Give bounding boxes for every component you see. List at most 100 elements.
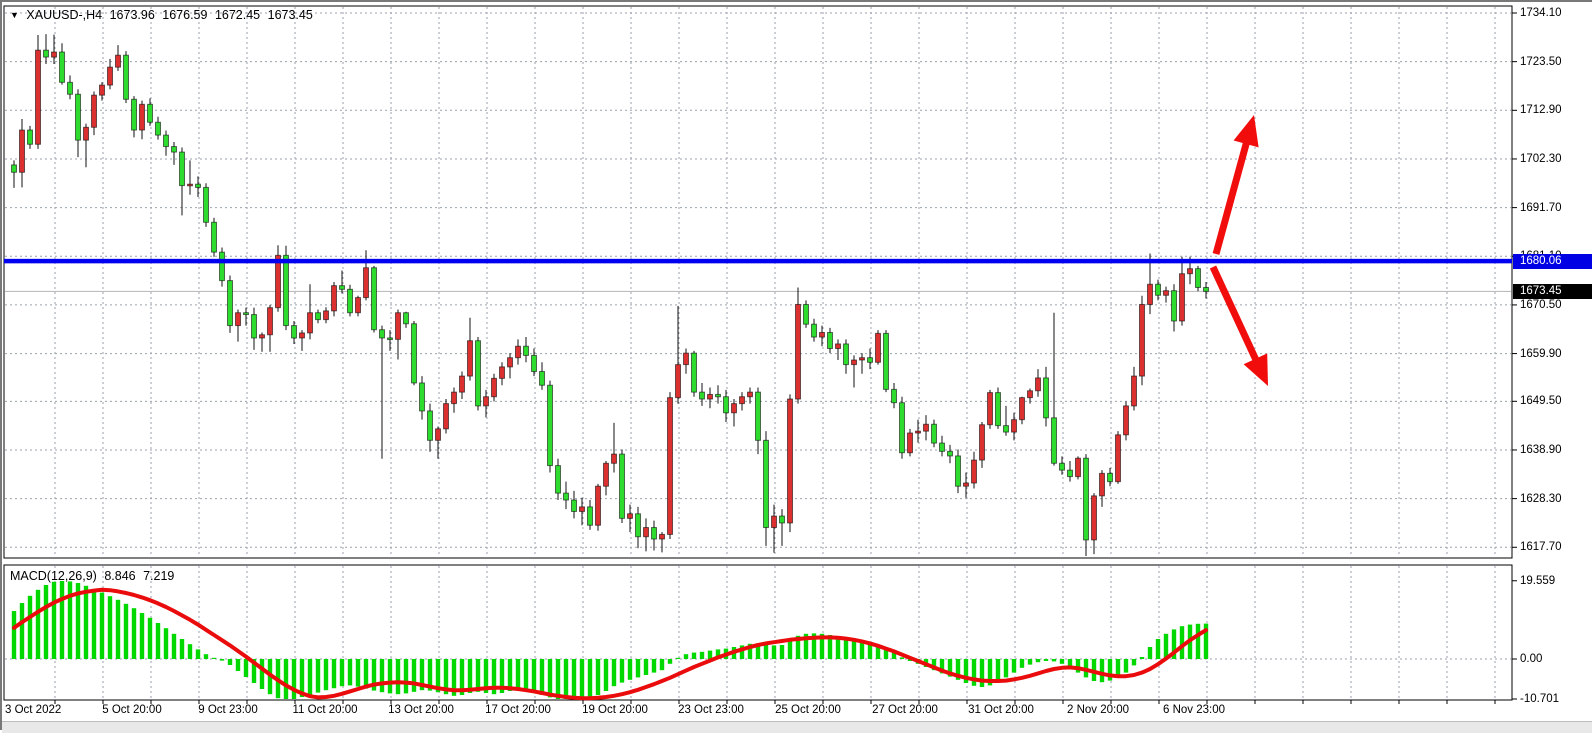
candle-up	[499, 366, 505, 379]
window-bottom-edge	[2, 721, 1592, 733]
candle-up	[1019, 397, 1025, 421]
candle-up	[363, 267, 369, 299]
macd-bar	[299, 659, 305, 697]
macd-bar	[675, 657, 681, 659]
candle-up	[683, 352, 689, 366]
candle-up	[139, 103, 145, 131]
macd-bar	[1075, 659, 1081, 673]
candle-up	[875, 332, 881, 363]
candle-down	[475, 340, 481, 407]
macd-axis-label: 19.559	[1520, 574, 1556, 587]
macd-bar	[755, 643, 761, 659]
candle-up	[1147, 283, 1153, 305]
candle-down	[75, 93, 81, 141]
candle-up	[299, 332, 305, 339]
candle-down	[27, 129, 33, 145]
macd-bar	[843, 638, 849, 659]
macd-bar	[883, 648, 889, 659]
main-plot[interactable]	[3, 5, 1513, 559]
macd-bar	[147, 617, 153, 659]
price-axis-label: 1734.10	[1520, 7, 1562, 19]
candle-up	[307, 312, 313, 334]
resistance-line[interactable]	[4, 258, 1512, 264]
macd-bar	[419, 659, 425, 691]
candle-down	[547, 384, 553, 467]
macd-bar	[531, 659, 537, 693]
macd-bar	[851, 639, 857, 659]
candle-down	[67, 81, 73, 95]
macd-bar	[467, 659, 473, 693]
time-axis-label: 9 Oct 23:00	[198, 704, 258, 716]
candle-up	[603, 462, 609, 487]
price-axis-label: 1670.50	[1520, 298, 1562, 311]
macd-bar	[371, 659, 377, 691]
candle-up	[987, 392, 993, 426]
price-axis-label: 1659.90	[1520, 347, 1562, 360]
time-axis-label: 11 Oct 20:00	[292, 704, 358, 716]
macd-bar	[1059, 659, 1065, 664]
candle-down	[827, 331, 833, 350]
macd-bar	[1019, 659, 1025, 668]
macd-bar	[1195, 623, 1201, 659]
macd-bar	[235, 659, 241, 671]
candle-down	[1171, 290, 1177, 322]
macd-bar	[51, 581, 57, 659]
candle-down	[203, 186, 209, 223]
macd-bar	[1067, 659, 1073, 668]
macd-bar	[947, 659, 953, 677]
candle-down	[723, 396, 729, 414]
macd-bar	[907, 659, 913, 661]
macd-bar	[59, 581, 65, 659]
macd-bar	[203, 654, 209, 659]
candle-up	[611, 453, 617, 464]
candle-up	[267, 307, 273, 336]
candle-down	[243, 312, 249, 316]
macd-bar	[427, 659, 433, 691]
candle-up	[107, 66, 113, 86]
macd-bar	[355, 659, 361, 687]
macd-bar	[67, 581, 73, 659]
candle-down	[227, 280, 233, 327]
candle-down	[539, 370, 545, 386]
price-axis-label: 1712.90	[1520, 104, 1562, 117]
macd-bar	[619, 659, 625, 683]
macd-bar	[803, 633, 809, 659]
macd-bar	[1123, 659, 1129, 673]
macd-bar	[707, 650, 713, 659]
candle-up	[579, 506, 585, 512]
macd-bar	[1035, 659, 1041, 663]
macd-bar	[1051, 659, 1057, 662]
candle-up	[99, 84, 105, 96]
candle-down	[171, 146, 177, 153]
candle-up	[491, 377, 497, 398]
macd-plot[interactable]	[3, 564, 1513, 701]
macd-bar	[123, 603, 129, 659]
macd-bar	[995, 659, 1001, 683]
candle-up	[1123, 405, 1129, 436]
candle-down	[315, 312, 321, 321]
candle-up	[1139, 303, 1145, 377]
candle-down	[691, 352, 697, 393]
candle-down	[387, 337, 393, 341]
symbol-label: XAUUSD-,H4	[26, 8, 103, 22]
candle-up	[1163, 290, 1169, 296]
time-axis-label: 19 Oct 20:00	[582, 704, 648, 716]
macd-bar	[171, 633, 177, 659]
candle-down	[931, 423, 937, 444]
candle-up	[771, 515, 777, 529]
candle-up	[795, 303, 801, 400]
price-axis-label: 1628.30	[1520, 492, 1562, 505]
grid	[5, 7, 1511, 699]
candle-down	[347, 288, 353, 314]
macd-bar	[779, 645, 785, 659]
price-axis-label: 1702.30	[1520, 152, 1562, 165]
macd-bar	[1115, 659, 1121, 678]
candle-down	[619, 453, 625, 519]
candle-up	[467, 340, 473, 377]
symbol-dropdown-icon[interactable]: ▼	[10, 10, 19, 20]
candle-down	[1203, 286, 1209, 292]
price-axis-label: 1691.70	[1520, 201, 1562, 214]
candle-down	[947, 450, 953, 457]
macd-bar	[1147, 647, 1153, 659]
